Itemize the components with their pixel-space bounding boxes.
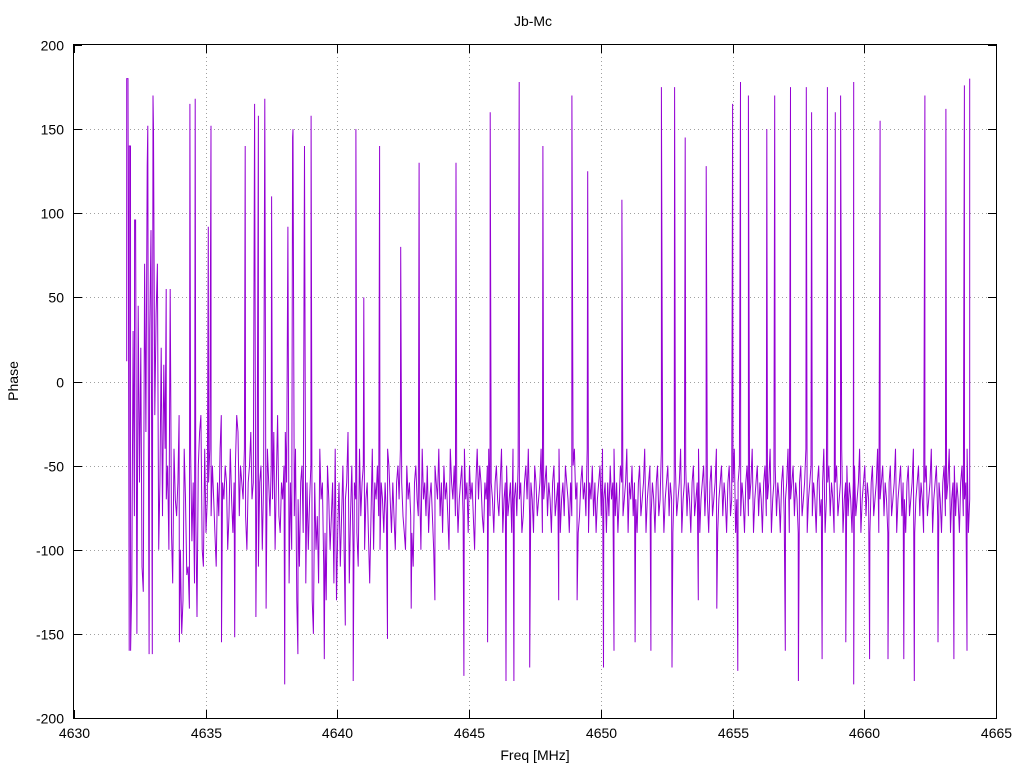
y-tick-label: -200: [36, 711, 64, 727]
x-tick-label: 4635: [191, 725, 222, 741]
x-tick-label: 4665: [981, 725, 1012, 741]
y-tick-labels: -200 -150 -100 -50 0 50 100 150 200: [36, 38, 64, 727]
chart-title: Jb-Mc: [514, 13, 552, 29]
y-tick-label: -50: [44, 459, 64, 475]
y-tick-label: 200: [41, 38, 65, 54]
x-tick-label: 4650: [586, 725, 617, 741]
y-tick-label: 150: [41, 122, 65, 138]
tick-marks: [74, 45, 997, 719]
x-axis-label: Freq [MHz]: [500, 747, 569, 763]
y-tick-label: -150: [36, 627, 64, 643]
x-tick-label: 4655: [718, 725, 749, 741]
grid-lines: [74, 45, 996, 718]
y-axis-label: Phase: [5, 361, 21, 401]
y-tick-label: 100: [41, 206, 65, 222]
y-tick-label: -100: [36, 543, 64, 559]
y-tick-label: 50: [48, 290, 64, 306]
x-tick-label: 4645: [454, 725, 485, 741]
x-tick-labels: 4630 4635 4640 4645 4650 4655 4660 4665: [59, 725, 1012, 741]
series-line: [126, 78, 971, 685]
series-layer: [126, 78, 971, 685]
x-tick-label: 4640: [322, 725, 353, 741]
y-tick-label: 0: [56, 375, 64, 391]
x-tick-label: 4630: [59, 725, 90, 741]
x-tick-label: 4660: [849, 725, 880, 741]
plot-frame: [73, 44, 997, 719]
